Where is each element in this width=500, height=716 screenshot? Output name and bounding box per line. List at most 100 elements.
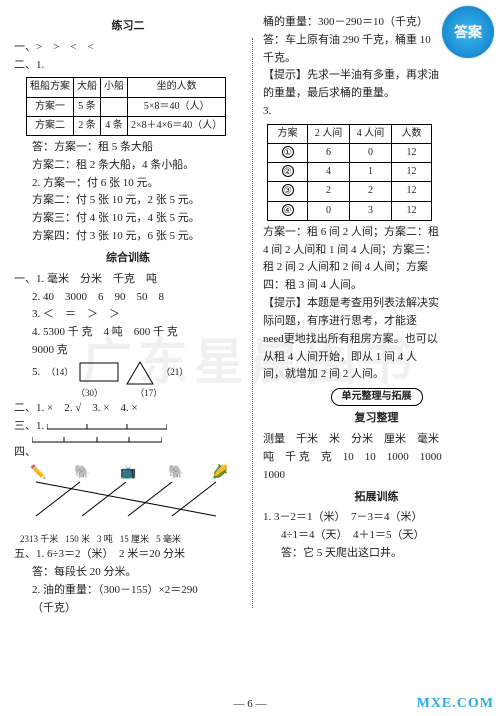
r8: 4 间 2 人间和 1 间 4 人间；方案三： (263, 242, 490, 260)
t2r3c4: 12 (392, 182, 432, 201)
column-divider (252, 38, 253, 608)
t1-h4: 坐的人数 (128, 78, 226, 97)
svg-text:🐘: 🐘 (168, 464, 184, 479)
t1-r3c3: 4 条 (101, 116, 128, 135)
e1: 1. 3－2＝1（米） 7－3＝4（米） (263, 509, 490, 527)
ruler-icon-2 (32, 436, 162, 444)
heading-practice-2: 练习二 (14, 18, 242, 36)
r11: 【提示】本题是考查用列表法解决实 (263, 295, 490, 313)
ruler-icon-1 (47, 423, 167, 431)
t1-h2: 大船 (74, 78, 101, 97)
r14: 从租 4 人间开始，即从 1 间 4 人 (263, 349, 490, 367)
m-d: 15 厘米 (120, 532, 149, 547)
shape-a: （14） (46, 365, 73, 380)
heading-comprehensive: 综合训练 (14, 250, 242, 268)
t1-r3c4: 2×8＋4×6＝40（人） (128, 116, 226, 135)
sec1-line1: 一、> > < < (14, 39, 242, 57)
heading-extension: 拓展训练 (263, 489, 490, 507)
w1: 五、1. 6÷3＝2（米） 2 米＝20 分米 (14, 546, 242, 564)
t1-r2c2: 5 条 (74, 97, 101, 116)
m2: 吨 千 克 克 10 10 1000 1000 (263, 449, 490, 467)
c-s1: 一、1. 毫米 分米 千克 吨 (14, 271, 242, 289)
t2h2: 2 人间 (308, 124, 350, 143)
ans-l7: 方案三：付 4 张 10 元，4 张 5 元。 (14, 210, 242, 228)
c-s9: 四、 (14, 444, 242, 462)
w2: 答：每段长 20 分米。 (14, 564, 242, 582)
ans-l4: 方案二：租 2 条大船，4 条小船。 (14, 157, 242, 175)
shape-c: （21） (161, 365, 188, 380)
matching-diagram: ✏️ 🐘 📺 🐘 🌽 (22, 462, 242, 532)
t2h3: 4 人间 (350, 124, 392, 143)
t2r1c3: 0 (350, 144, 392, 163)
ans-l3: 答：方案一：租 5 条大船 (14, 139, 242, 157)
c-s5: 9000 克 (14, 342, 242, 360)
t2r3c3: 2 (350, 182, 392, 201)
m-a: 2313 千米 (20, 532, 58, 547)
c-s6: 5. (32, 364, 40, 382)
t2r2c4: 12 (392, 163, 432, 182)
t2r4c1: ④ (268, 201, 308, 220)
e2: 4÷1＝4（天） 4＋1＝5（天） (263, 527, 490, 545)
t1-h3: 小船 (101, 78, 128, 97)
t2r4c4: 12 (392, 201, 432, 220)
t2r1c4: 12 (392, 144, 432, 163)
svg-text:🐘: 🐘 (74, 464, 90, 479)
t2h4: 人数 (392, 124, 432, 143)
t2r3c1: ③ (268, 182, 308, 201)
bottom-watermark-url: MXE.COM (417, 696, 494, 712)
svg-text:✏️: ✏️ (30, 463, 46, 479)
r13: need更地找出所有租房方案。也可以 (263, 331, 490, 349)
pill-heading: 单元整理与拓展 (263, 388, 490, 406)
r12: 际问题，有序进行思考，才能逐 (263, 313, 490, 331)
e3: 答：它 5 天爬出这口井。 (263, 545, 490, 563)
shape-d: （17） (135, 388, 162, 398)
r9: 租 2 间 2 人间和 2 间 4 人间；方案 (263, 259, 490, 277)
rectangle-icon (79, 362, 119, 384)
ans-l5: 2. 方案一：付 6 张 10 元。 (14, 175, 242, 193)
ans-l8: 方案四：付 3 张 10 元，6 张 5 元。 (14, 228, 242, 246)
t1-r2c1: 方案一 (27, 97, 74, 116)
t1-r3c2: 2 条 (74, 116, 101, 135)
c-s4: 4. 5300 千 克 4 吨 600 千 克 (14, 324, 242, 342)
triangle-icon (125, 360, 155, 386)
r4: 【提示】先求一半油有多重，再求油 (263, 67, 490, 85)
content-columns: 练习二 一、> > < < 二、1. 租船方案 大船 小船 坐的人数 方案一 5… (0, 0, 500, 624)
answer-badge: 答案 (442, 6, 494, 58)
room-table: 方案 2 人间 4 人间 人数 ①6012 ②4112 ③2212 ④0312 (267, 124, 432, 221)
c-s2: 2. 40 3000 6 90 50 8 (14, 289, 242, 307)
boat-table: 租船方案 大船 小船 坐的人数 方案一 5 条 5×8＝40（人） 方案二 2 … (26, 77, 226, 136)
t1-r3c1: 方案二 (27, 116, 74, 135)
t2h1: 方案 (268, 124, 308, 143)
t2r4c2: 0 (308, 201, 350, 220)
c-s8: 三、1. (14, 418, 242, 436)
w4: （千克） (14, 600, 242, 618)
t2r1c1: ① (268, 144, 308, 163)
m-e: 5 毫米 (156, 532, 181, 547)
r5: 的重量，最后求桶的重量。 (263, 85, 490, 103)
left-column: 练习二 一、> > < < 二、1. 租船方案 大船 小船 坐的人数 方案一 5… (14, 14, 242, 618)
svg-text:🌽: 🌽 (212, 463, 228, 479)
c-s7: 二、1. × 2. √ 3. × 4. × (14, 400, 242, 418)
r10: 四：租 3 间 4 人间。 (263, 277, 490, 295)
t2r3c2: 2 (308, 182, 350, 201)
heading-review: 复习整理 (263, 410, 490, 428)
t2r2c1: ② (268, 163, 308, 182)
sec2-label: 二、1. (14, 57, 242, 75)
svg-text:📺: 📺 (120, 464, 136, 479)
r15: 间，就增加 2 间 2 人间。 (263, 366, 490, 384)
r7: 方案一：租 6 间 2 人间；方案二：租 (263, 224, 490, 242)
shape-b: （30） (76, 388, 103, 398)
c-s3: 3. ＜ ＝ ＞ ＞ (14, 306, 242, 324)
t1-h1: 租船方案 (27, 78, 74, 97)
t1-r2c3 (101, 97, 128, 116)
m-c: 3 吨 (97, 532, 113, 547)
w3: 2. 油的重量：（300－155）×2＝290 (14, 582, 242, 600)
m1: 测量 千米 米 分米 厘米 毫米 (263, 431, 490, 449)
t1-r2c4: 5×8＝40（人） (128, 97, 226, 116)
ans-l6: 方案二：付 5 张 10 元，2 张 5 元。 (14, 192, 242, 210)
t2r1c2: 6 (308, 144, 350, 163)
t2r4c3: 3 (350, 201, 392, 220)
m-b: 150 米 (65, 532, 90, 547)
t2r2c2: 4 (308, 163, 350, 182)
right-column: 桶的重量：300－290＝10（千克） 答：车上原有油 290 千克，桶重 10… (263, 14, 490, 618)
